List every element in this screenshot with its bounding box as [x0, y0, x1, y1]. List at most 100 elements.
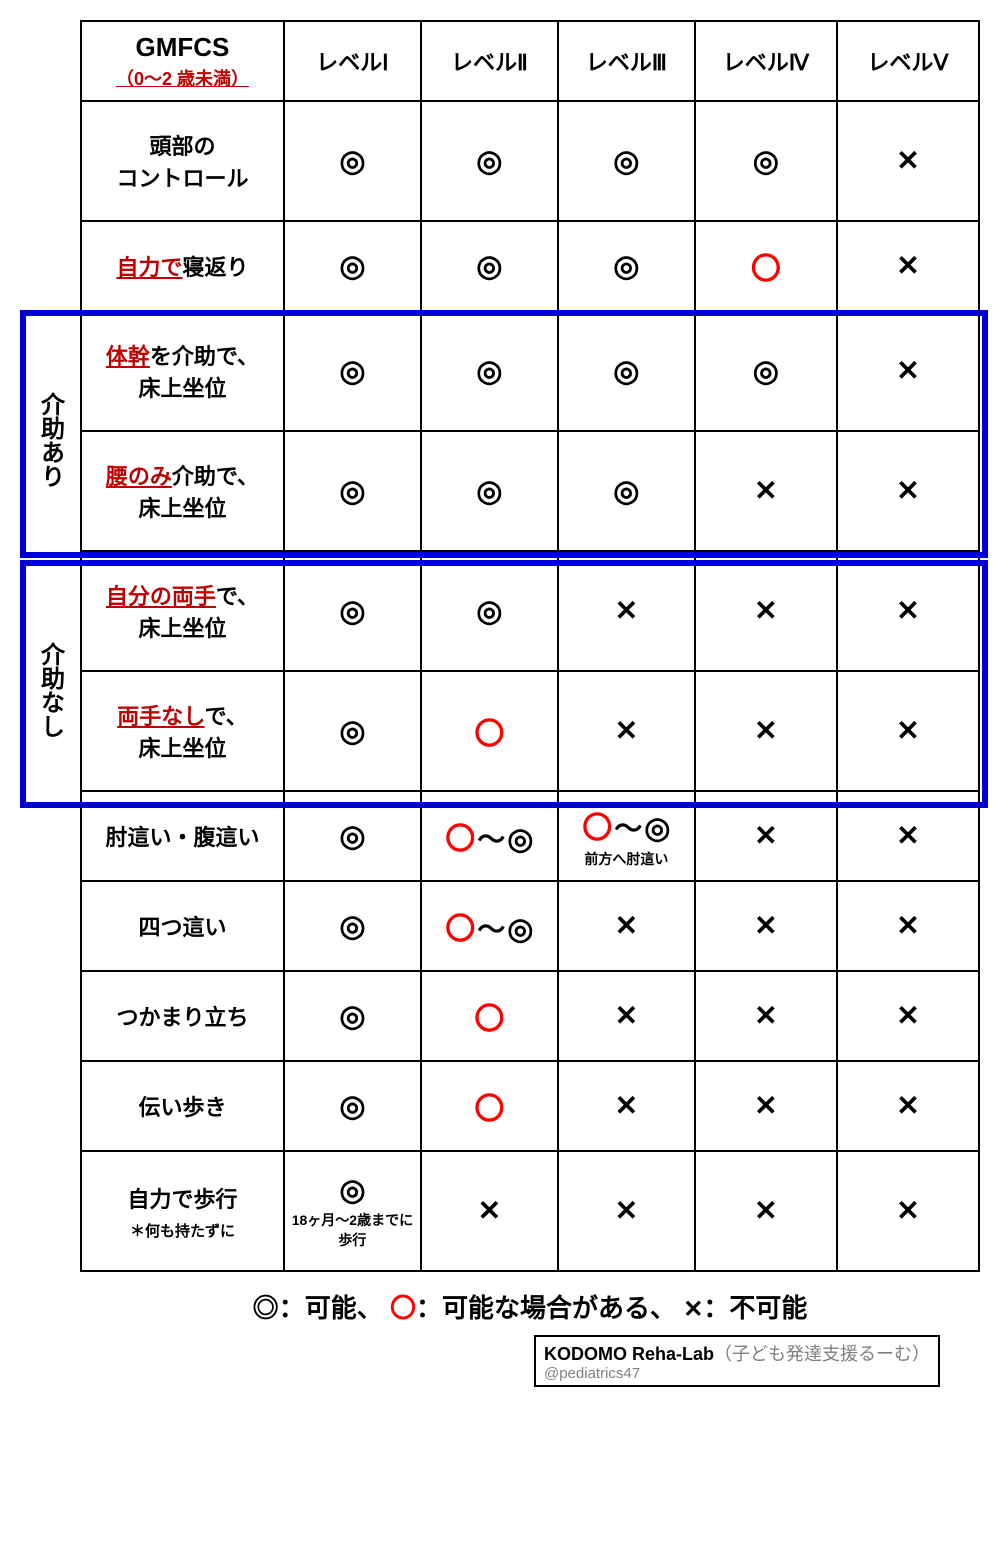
table-cell: ◎	[558, 101, 695, 221]
table-cell: ◎	[284, 431, 421, 551]
table-cell: ✕	[837, 1061, 979, 1151]
row-label: 伝い歩き	[81, 1061, 284, 1151]
table-cell: ◎	[284, 221, 421, 311]
table-cell: ✕	[695, 1151, 837, 1271]
row-label: 四つ這い	[81, 881, 284, 971]
table-wrap: 介助あり 介助なし GMFCS （0～2 歳未満） レベルⅠ レベルⅡ レベルⅢ…	[20, 20, 974, 1272]
table-cell: ✕	[695, 791, 837, 881]
table-cell: 〇～◎	[421, 881, 558, 971]
table-cell: ◎	[421, 431, 558, 551]
table-row: 自力で寝返り◎◎◎〇✕	[81, 221, 979, 311]
header-title: GMFCS	[136, 32, 230, 62]
legend-circle-icon: 〇	[390, 1293, 416, 1323]
table-cell: 〇	[421, 971, 558, 1061]
table-cell: ◎	[695, 101, 837, 221]
table-row: 自力で歩行＊何も持たずに◎18ヶ月～2歳までに歩行✕✕✕✕	[81, 1151, 979, 1271]
side-label-assisted: 介助あり	[30, 340, 70, 540]
table-cell: ◎	[284, 311, 421, 431]
table-cell: ✕	[558, 881, 695, 971]
table-cell: ◎	[421, 221, 558, 311]
header-col-4: レベルⅣ	[695, 21, 837, 101]
gmfcs-table: GMFCS （0～2 歳未満） レベルⅠ レベルⅡ レベルⅢ レベルⅣ レベルⅤ…	[80, 20, 980, 1272]
header-main: GMFCS （0～2 歳未満）	[81, 21, 284, 101]
side-label-unassisted: 介助なし	[30, 590, 70, 790]
table-cell: ✕	[837, 671, 979, 791]
table-cell: ◎	[421, 101, 558, 221]
table-cell: ✕	[837, 101, 979, 221]
row-label: 両手なしで、床上坐位	[81, 671, 284, 791]
table-cell: ✕	[558, 971, 695, 1061]
credit-name: KODOMO Reha-Lab	[544, 1344, 714, 1364]
table-cell: ✕	[837, 551, 979, 671]
legend-sometimes: ：可能な場合がある、	[416, 1293, 676, 1323]
header-col-2: レベルⅡ	[421, 21, 558, 101]
table-cell: ✕	[558, 1151, 695, 1271]
credit-handle: @pediatrics47	[544, 1365, 930, 1382]
table-cell: ◎	[421, 551, 558, 671]
table-cell: ✕	[837, 971, 979, 1061]
legend: ◎：可能、 〇：可能な場合がある、 ✕：不可能	[80, 1288, 980, 1325]
table-cell: ✕	[695, 881, 837, 971]
header-col-5: レベルⅤ	[837, 21, 979, 101]
row-label: 自力で歩行＊何も持たずに	[81, 1151, 284, 1271]
table-cell: 〇	[421, 671, 558, 791]
table-cell: ✕	[558, 671, 695, 791]
table-cell: ✕	[558, 551, 695, 671]
table-row: 四つ這い◎〇～◎✕✕✕	[81, 881, 979, 971]
table-cell: 〇～◎前方へ肘這い	[558, 791, 695, 881]
header-row: GMFCS （0～2 歳未満） レベルⅠ レベルⅡ レベルⅢ レベルⅣ レベルⅤ	[81, 21, 979, 101]
table-cell: 〇～◎	[421, 791, 558, 881]
table-cell: ◎	[284, 1061, 421, 1151]
table-cell: ◎	[558, 221, 695, 311]
table-row: 両手なしで、床上坐位◎〇✕✕✕	[81, 671, 979, 791]
header-subtitle: （0～2 歳未満）	[84, 65, 281, 91]
row-label: 腰のみ介助で、床上坐位	[81, 431, 284, 551]
row-label: 自分の両手で、床上坐位	[81, 551, 284, 671]
table-cell: ✕	[695, 431, 837, 551]
table-cell: ◎	[284, 101, 421, 221]
table-row: 自分の両手で、床上坐位◎◎✕✕✕	[81, 551, 979, 671]
table-cell: ✕	[837, 221, 979, 311]
table-cell: ✕	[695, 671, 837, 791]
row-label: つかまり立ち	[81, 971, 284, 1061]
table-row: 頭部のコントロール◎◎◎◎✕	[81, 101, 979, 221]
header-col-3: レベルⅢ	[558, 21, 695, 101]
table-cell: ◎	[558, 311, 695, 431]
table-cell: ◎	[558, 431, 695, 551]
table-row: 腰のみ介助で、床上坐位◎◎◎✕✕	[81, 431, 979, 551]
credit-name-gray: （子ども発達支援るーむ）	[714, 1344, 930, 1364]
table-row: 肘這い・腹這い◎〇～◎〇～◎前方へ肘這い✕✕	[81, 791, 979, 881]
legend-x-icon: ✕	[683, 1296, 703, 1323]
table-cell: ✕	[421, 1151, 558, 1271]
table-row: つかまり立ち◎〇✕✕✕	[81, 971, 979, 1061]
table-cell: ✕	[837, 311, 979, 431]
legend-possible: ：可能、	[279, 1293, 383, 1323]
table-cell: ✕	[695, 1061, 837, 1151]
row-label: 頭部のコントロール	[81, 101, 284, 221]
table-cell: ✕	[695, 551, 837, 671]
table-cell: ✕	[837, 881, 979, 971]
table-cell: ◎	[284, 671, 421, 791]
table-cell: ✕	[837, 1151, 979, 1271]
table-body: 頭部のコントロール◎◎◎◎✕自力で寝返り◎◎◎〇✕体幹を介助で、床上坐位◎◎◎◎…	[81, 101, 979, 1271]
table-cell: ◎	[284, 551, 421, 671]
row-label: 肘這い・腹這い	[81, 791, 284, 881]
table-cell: ✕	[837, 431, 979, 551]
table-cell: ◎	[284, 791, 421, 881]
table-cell: 〇	[421, 1061, 558, 1151]
table-cell: ✕	[695, 971, 837, 1061]
table-cell: ✕	[837, 791, 979, 881]
table-row: 伝い歩き◎〇✕✕✕	[81, 1061, 979, 1151]
table-cell: ◎18ヶ月～2歳までに歩行	[284, 1151, 421, 1271]
table-cell: ◎	[284, 881, 421, 971]
row-label: 自力で寝返り	[81, 221, 284, 311]
table-cell: ◎	[695, 311, 837, 431]
table-cell: ◎	[421, 311, 558, 431]
table-cell: ✕	[558, 1061, 695, 1151]
credit-box: KODOMO Reha-Lab（子ども発達支援るーむ） @pediatrics4…	[534, 1335, 940, 1387]
table-row: 体幹を介助で、床上坐位◎◎◎◎✕	[81, 311, 979, 431]
legend-dcircle-icon: ◎	[253, 1293, 279, 1323]
table-cell: ◎	[284, 971, 421, 1061]
table-cell: 〇	[695, 221, 837, 311]
legend-not: ：不可能	[703, 1293, 807, 1323]
